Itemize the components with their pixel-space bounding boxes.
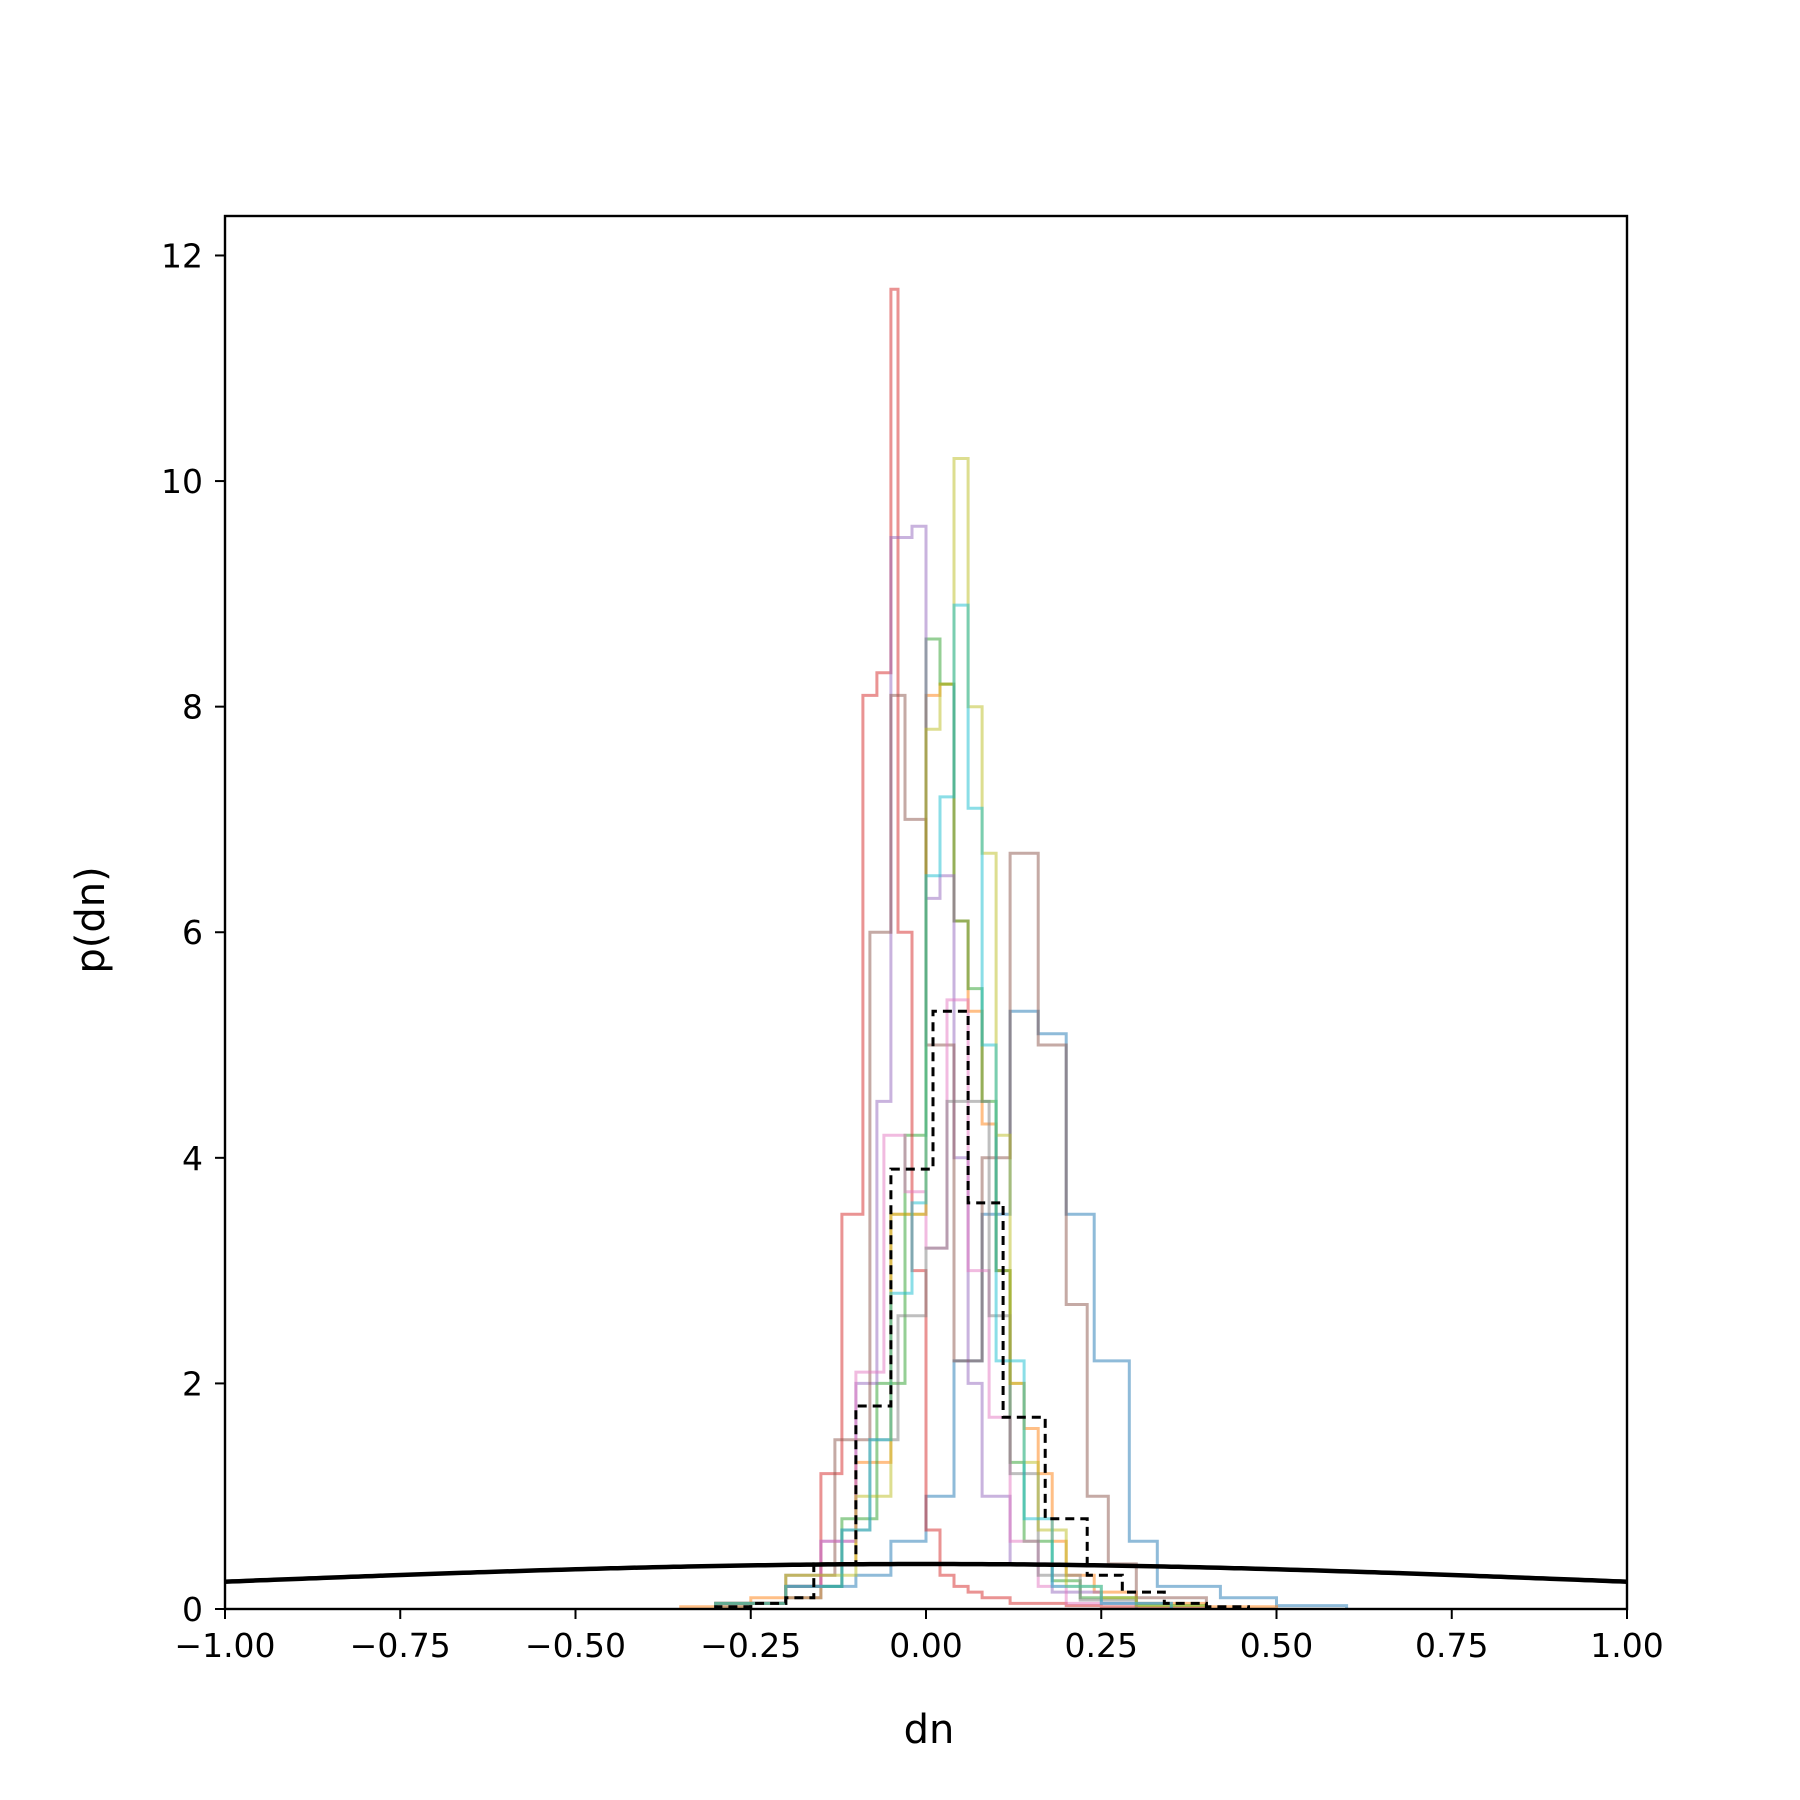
y-axis-label: p(dn) xyxy=(68,866,114,973)
y-tick-label: 12 xyxy=(161,236,203,275)
y-tick-label: 4 xyxy=(182,1139,203,1178)
y-tick-label: 8 xyxy=(182,688,203,727)
x-tick-label: 0.75 xyxy=(1415,1626,1488,1665)
x-tick-label: 0.00 xyxy=(889,1626,962,1665)
plot-area xyxy=(225,287,1627,1609)
y-tick-label: 6 xyxy=(182,913,203,952)
x-tick-label: 0.25 xyxy=(1065,1626,1138,1665)
y-tick-label: 10 xyxy=(161,462,203,501)
x-tick-label: −0.25 xyxy=(700,1626,801,1665)
histogram-series-10 xyxy=(714,603,1173,1609)
x-tick-label: 0.50 xyxy=(1240,1626,1313,1665)
combined-histogram xyxy=(714,1009,1250,1609)
prior-curve xyxy=(225,1561,1627,1584)
x-tick-label: −0.75 xyxy=(350,1626,451,1665)
axes: −1.00 −0.75 −0.50 −0.25 0.00 0.25 0.50 0.75 1.00… xyxy=(161,214,1664,1665)
x-tick-label: −0.50 xyxy=(525,1626,626,1665)
histogram-series-6 xyxy=(714,693,1208,1609)
y-tick-label: 0 xyxy=(182,1590,203,1629)
x-axis-label: dn xyxy=(904,1707,955,1753)
x-tick-label: −1.00 xyxy=(174,1626,275,1665)
x-tick-label: 1.00 xyxy=(1590,1626,1663,1665)
y-tick-label: 2 xyxy=(182,1364,203,1403)
